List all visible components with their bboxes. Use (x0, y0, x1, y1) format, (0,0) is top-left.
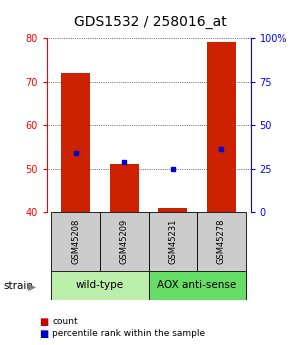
Text: ▶: ▶ (28, 282, 36, 291)
Text: GSM45231: GSM45231 (168, 219, 177, 264)
Bar (207, 42, 236, 212)
Text: percentile rank within the sample: percentile rank within the sample (52, 329, 206, 338)
Bar (158, 208, 188, 212)
Text: ■: ■ (39, 317, 48, 326)
Text: GDS1532 / 258016_at: GDS1532 / 258016_at (74, 15, 226, 29)
Text: AOX anti-sense: AOX anti-sense (158, 280, 237, 290)
Bar (61, 73, 90, 212)
Text: strain: strain (3, 281, 33, 290)
Text: wild-type: wild-type (76, 280, 124, 290)
Bar (148, 271, 246, 300)
Bar (197, 212, 246, 271)
Bar (51, 271, 148, 300)
Text: GSM45208: GSM45208 (71, 219, 80, 264)
Bar (110, 164, 139, 212)
Bar (100, 212, 148, 271)
Bar (148, 212, 197, 271)
Text: ■: ■ (39, 329, 48, 338)
Text: GSM45278: GSM45278 (217, 219, 226, 264)
Text: GSM45209: GSM45209 (120, 219, 129, 264)
Text: count: count (52, 317, 78, 326)
Bar (51, 212, 100, 271)
